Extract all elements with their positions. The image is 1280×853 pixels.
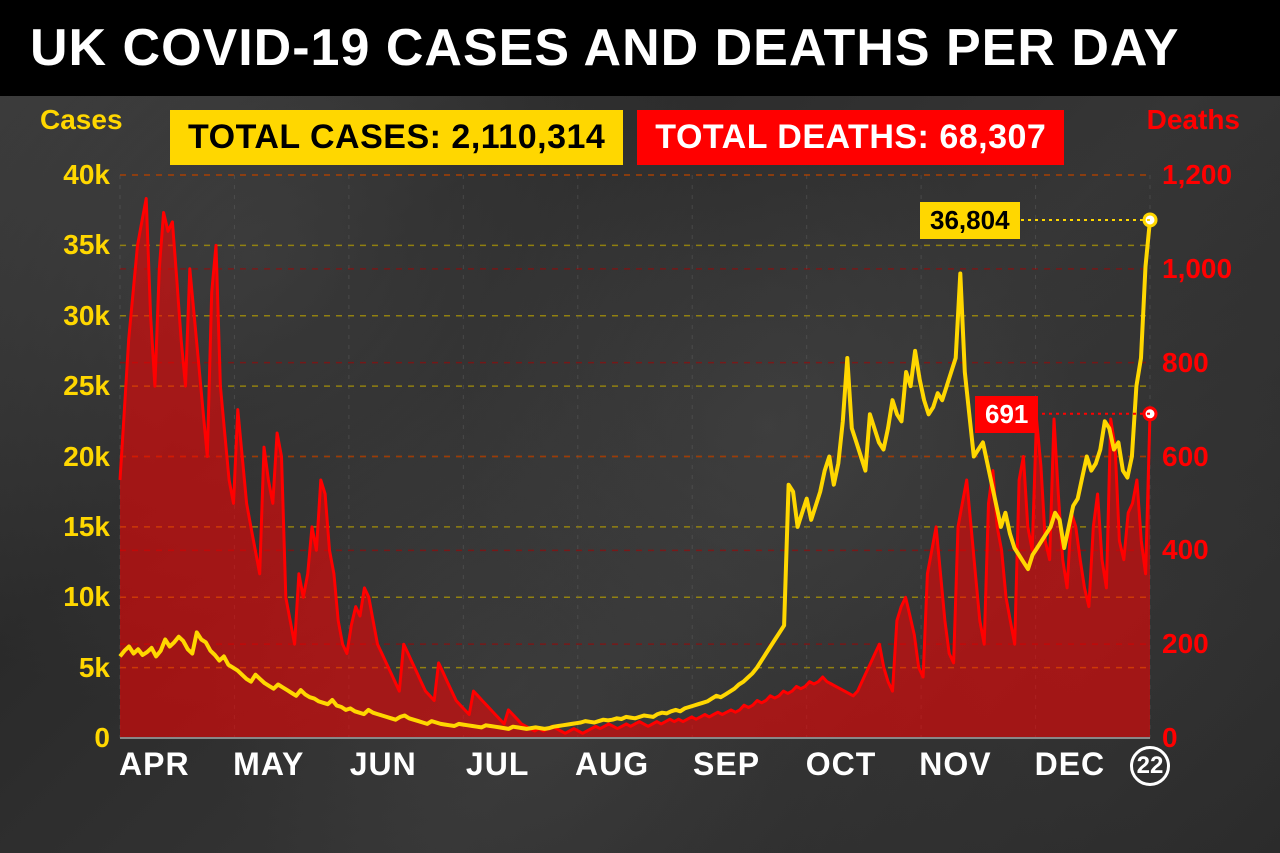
y-left-tick: 5k — [50, 652, 110, 684]
cases-callout: 36,804 — [920, 202, 1020, 239]
chart-svg — [40, 110, 1240, 793]
x-axis-month: JUN — [350, 746, 417, 783]
y-left-tick: 0 — [50, 722, 110, 754]
deaths-callout: 691 — [975, 396, 1038, 433]
x-axis-month: DEC — [1035, 746, 1106, 783]
summary-badges: TOTAL CASES: 2,110,314 TOTAL DEATHS: 68,… — [170, 110, 1064, 165]
y-right-tick: 1,200 — [1162, 159, 1242, 191]
y-left-tick: 20k — [50, 441, 110, 473]
y-left-tick: 10k — [50, 581, 110, 613]
y-left-tick: 25k — [50, 370, 110, 402]
x-axis-month: SEP — [693, 746, 760, 783]
y-right-tick: 200 — [1162, 628, 1242, 660]
x-axis-month: NOV — [919, 746, 991, 783]
y-right-tick: 600 — [1162, 441, 1242, 473]
y-right-tick: 1,000 — [1162, 253, 1242, 285]
y-left-tick: 30k — [50, 300, 110, 332]
total-deaths-badge: TOTAL DEATHS: 68,307 — [637, 110, 1064, 165]
y-left-tick: 40k — [50, 159, 110, 191]
x-axis-month: MAY — [233, 746, 304, 783]
chart-area: Cases Deaths TOTAL CASES: 2,110,314 TOTA… — [40, 110, 1240, 793]
y-right-tick: 400 — [1162, 534, 1242, 566]
x-axis-month: APR — [119, 746, 190, 783]
y-right-tick: 0 — [1162, 722, 1242, 754]
total-cases-badge: TOTAL CASES: 2,110,314 — [170, 110, 623, 165]
title-bar: UK COVID-19 CASES AND DEATHS PER DAY — [0, 0, 1280, 96]
x-axis-month: OCT — [806, 746, 877, 783]
y-left-tick: 15k — [50, 511, 110, 543]
x-axis-month: AUG — [575, 746, 649, 783]
y-right-tick: 800 — [1162, 347, 1242, 379]
x-axis-month: JUL — [466, 746, 529, 783]
end-date-marker: 22 — [1130, 746, 1170, 786]
chart-title: UK COVID-19 CASES AND DEATHS PER DAY — [30, 18, 1250, 78]
y-left-tick: 35k — [50, 229, 110, 261]
